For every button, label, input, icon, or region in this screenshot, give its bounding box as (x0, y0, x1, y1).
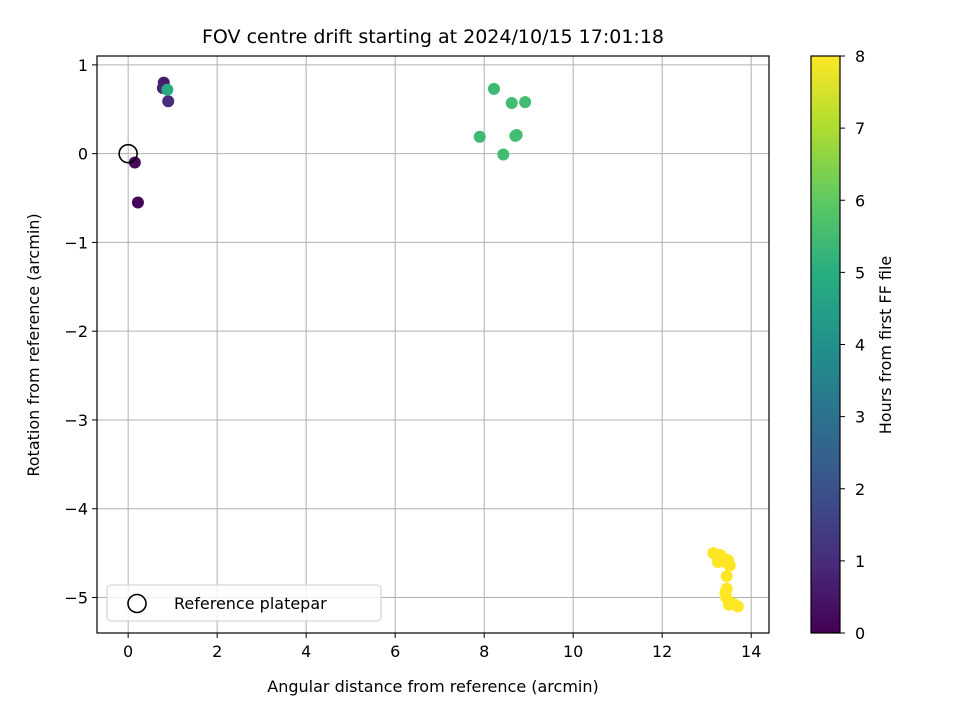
colorbar-tick-label: 5 (855, 263, 865, 282)
plot-frame (96, 55, 770, 634)
grid (97, 56, 769, 633)
y-tick-label: −3 (64, 411, 88, 430)
colorbar-tick-label: 2 (855, 480, 865, 499)
data-point (519, 96, 532, 109)
data-point (720, 582, 733, 595)
x-axis-ticks: 0 2 4 6 8 10 12 14 (123, 633, 761, 661)
data-point (723, 559, 736, 572)
data-point (731, 600, 744, 613)
data-point (487, 82, 500, 95)
x-tick-label: 10 (563, 642, 583, 661)
colorbar-tick-label: 1 (855, 552, 865, 571)
x-tick-label: 6 (390, 642, 400, 661)
y-tick-label: −2 (64, 322, 88, 341)
colorbar-label: Hours from first FF file (876, 256, 895, 435)
data-point (161, 83, 174, 96)
x-tick-label: 2 (212, 642, 222, 661)
data-points (128, 76, 744, 613)
colorbar-tick-label: 4 (855, 336, 865, 355)
colorbar-tick-label: 3 (855, 408, 865, 427)
y-axis-ticks: 1 0 −1 −2 −3 −4 −5 (64, 56, 97, 607)
data-point (720, 570, 733, 583)
x-tick-label: 8 (479, 642, 489, 661)
data-point (131, 196, 144, 209)
y-tick-label: 0 (78, 145, 88, 164)
legend-marker (127, 593, 147, 614)
x-tick-label: 12 (652, 642, 672, 661)
legend: Reference platepar (106, 584, 382, 622)
colorbar-tick-label: 0 (855, 624, 865, 643)
y-tick-label: −4 (64, 500, 88, 519)
data-point (510, 129, 523, 142)
x-axis-label: Angular distance from reference (arcmin) (267, 677, 598, 696)
y-axis-label: Rotation from reference (arcmin) (24, 213, 43, 476)
colorbar-gradient (811, 56, 840, 633)
legend-label: Reference platepar (174, 594, 327, 613)
chart-title: FOV centre drift starting at 2024/10/15 … (202, 26, 664, 48)
data-point (497, 148, 510, 161)
colorbar-tick-label: 7 (855, 119, 865, 138)
colorbar-tick-label: 6 (855, 191, 865, 210)
legend-box (106, 584, 382, 622)
x-tick-label: 4 (301, 642, 311, 661)
y-tick-label: −1 (64, 233, 88, 252)
data-point (505, 97, 518, 110)
data-point (473, 130, 486, 143)
data-point (128, 156, 141, 169)
colorbar: 0 1 2 3 4 5 6 7 8 Hours from first FF file (810, 47, 895, 643)
data-point (162, 95, 175, 108)
y-tick-label: −5 (64, 588, 88, 607)
colorbar-tick-label: 8 (855, 47, 865, 66)
x-tick-label: 14 (741, 642, 761, 661)
reference-platepar-marker (118, 143, 138, 164)
colorbar-ticks: 0 1 2 3 4 5 6 7 8 (840, 47, 865, 643)
x-tick-label: 0 (123, 642, 133, 661)
y-tick-label: 1 (78, 56, 88, 75)
